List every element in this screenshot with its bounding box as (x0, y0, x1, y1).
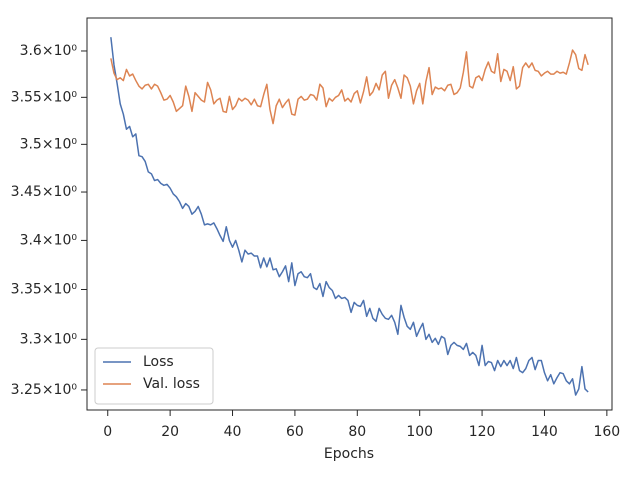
x-tick-label: 20 (161, 424, 179, 440)
x-tick-label: 80 (348, 424, 366, 440)
y-tick-label: 3.25×10⁰ (11, 382, 78, 398)
y-tick-label: 3.3×10⁰ (20, 331, 78, 347)
x-tick-label: 120 (469, 424, 496, 440)
x-tick-label: 160 (593, 424, 620, 440)
legend-label: Val. loss (143, 376, 200, 392)
y-tick-label: 3.5×10⁰ (20, 136, 78, 152)
y-tick-label: 3.35×10⁰ (11, 282, 78, 298)
x-tick-label: 100 (406, 424, 433, 440)
x-tick-label: 60 (286, 424, 304, 440)
series-line (110, 49, 589, 125)
y-tick-label: 3.6×10⁰ (20, 43, 78, 59)
x-axis-label: Epochs (324, 446, 374, 462)
x-tick-label: 0 (103, 424, 112, 440)
x-tick-label: 40 (224, 424, 242, 440)
plot-frame (86, 17, 613, 411)
y-tick-label: 3.4×10⁰ (20, 232, 78, 248)
y-tick-label: 3.55×10⁰ (11, 89, 78, 105)
series-line (110, 37, 589, 396)
legend-label: Loss (143, 354, 174, 370)
y-tick-label: 3.45×10⁰ (11, 184, 78, 200)
x-tick-label: 140 (531, 424, 558, 440)
